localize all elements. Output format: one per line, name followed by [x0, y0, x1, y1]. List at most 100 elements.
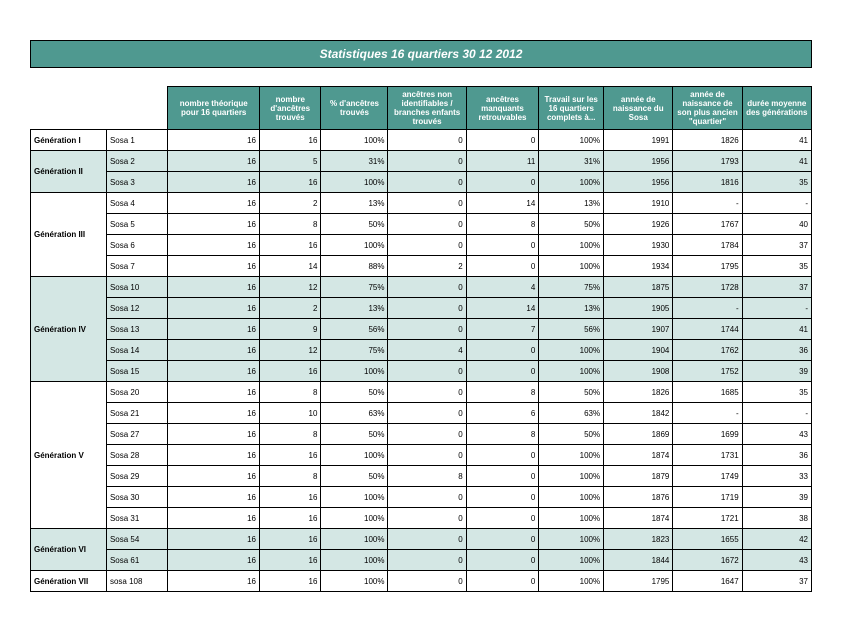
table-row: Génération VIIsosa 1081616100%00100%1795… — [31, 571, 812, 592]
data-cell: 0 — [388, 445, 466, 466]
data-cell: 100% — [539, 529, 604, 550]
data-cell: 0 — [466, 361, 539, 382]
sosa-label: Sosa 21 — [106, 403, 167, 424]
sosa-label: Sosa 20 — [106, 382, 167, 403]
data-cell: 1731 — [673, 445, 742, 466]
data-cell: 50% — [321, 214, 388, 235]
header-row: nombre théorique pour 16 quartiers nombr… — [31, 87, 812, 130]
data-cell: 1793 — [673, 151, 742, 172]
data-cell: 14 — [466, 298, 539, 319]
data-cell: 41 — [742, 151, 811, 172]
data-cell: 31% — [539, 151, 604, 172]
data-cell: 16 — [168, 382, 260, 403]
sosa-label: Sosa 31 — [106, 508, 167, 529]
generation-label: Génération VII — [31, 571, 107, 592]
data-cell: 35 — [742, 172, 811, 193]
data-cell: 16 — [168, 193, 260, 214]
data-cell: 0 — [388, 550, 466, 571]
data-cell: 0 — [388, 235, 466, 256]
generation-label: Génération II — [31, 151, 107, 193]
data-cell: 14 — [260, 256, 321, 277]
col-header: ancêtres manquants retrouvables — [466, 87, 539, 130]
data-cell: 41 — [742, 130, 811, 151]
data-cell: 1934 — [604, 256, 673, 277]
data-cell: 1826 — [673, 130, 742, 151]
data-cell: 100% — [321, 487, 388, 508]
data-cell: 0 — [388, 277, 466, 298]
data-cell: 16 — [168, 151, 260, 172]
generation-label: Génération V — [31, 382, 107, 529]
data-cell: 31% — [321, 151, 388, 172]
data-cell: 1721 — [673, 508, 742, 529]
data-cell: 0 — [466, 256, 539, 277]
data-cell: 100% — [539, 172, 604, 193]
generation-label: Génération VI — [31, 529, 107, 571]
data-cell: 40 — [742, 214, 811, 235]
data-cell: 1672 — [673, 550, 742, 571]
col-header: nombre d'ancêtres trouvés — [260, 87, 321, 130]
data-cell: - — [673, 298, 742, 319]
data-cell: 63% — [539, 403, 604, 424]
data-cell: 1744 — [673, 319, 742, 340]
sosa-label: Sosa 27 — [106, 424, 167, 445]
data-cell: 16 — [168, 529, 260, 550]
data-cell: 50% — [321, 382, 388, 403]
data-cell: - — [742, 298, 811, 319]
data-cell: 16 — [168, 571, 260, 592]
sosa-label: Sosa 14 — [106, 340, 167, 361]
data-cell: 1876 — [604, 487, 673, 508]
data-cell: 0 — [466, 445, 539, 466]
data-cell: 16 — [168, 235, 260, 256]
data-cell: 0 — [388, 130, 466, 151]
table-row: Sosa 1216213%01413%1905-- — [31, 298, 812, 319]
table-row: Sosa 2716850%0850%1869169943 — [31, 424, 812, 445]
sosa-label: Sosa 54 — [106, 529, 167, 550]
data-cell: 8 — [260, 382, 321, 403]
data-cell: 10 — [260, 403, 321, 424]
sosa-label: Sosa 13 — [106, 319, 167, 340]
table-row: Génération VSosa 2016850%0850%1826168535 — [31, 382, 812, 403]
data-cell: 42 — [742, 529, 811, 550]
table-row: Sosa 31616100%00100%1956181635 — [31, 172, 812, 193]
data-cell: 16 — [260, 487, 321, 508]
data-cell: 16 — [168, 214, 260, 235]
sosa-label: Sosa 29 — [106, 466, 167, 487]
data-cell: 14 — [466, 193, 539, 214]
data-cell: 100% — [539, 571, 604, 592]
data-cell: 0 — [466, 130, 539, 151]
data-cell: 1767 — [673, 214, 742, 235]
data-cell: 9 — [260, 319, 321, 340]
data-cell: 1762 — [673, 340, 742, 361]
generation-label: Génération I — [31, 130, 107, 151]
data-cell: 1875 — [604, 277, 673, 298]
data-cell: 50% — [539, 424, 604, 445]
data-cell: 13% — [539, 298, 604, 319]
data-cell: 16 — [168, 130, 260, 151]
data-cell: 1647 — [673, 571, 742, 592]
table-row: Génération IVSosa 10161275%0475%18751728… — [31, 277, 812, 298]
sosa-label: Sosa 30 — [106, 487, 167, 508]
data-cell: 1826 — [604, 382, 673, 403]
table-row: Sosa 1316956%0756%1907174441 — [31, 319, 812, 340]
data-cell: 75% — [321, 340, 388, 361]
data-cell: 16 — [260, 172, 321, 193]
table-row: Sosa 14161275%40100%1904176236 — [31, 340, 812, 361]
data-cell: 16 — [260, 508, 321, 529]
sosa-label: Sosa 3 — [106, 172, 167, 193]
data-cell: 1907 — [604, 319, 673, 340]
table-row: Sosa 611616100%00100%1844167243 — [31, 550, 812, 571]
data-cell: 13% — [321, 193, 388, 214]
data-cell: 37 — [742, 235, 811, 256]
data-cell: 2 — [260, 193, 321, 214]
data-cell: 1904 — [604, 340, 673, 361]
data-cell: 36 — [742, 445, 811, 466]
table-row: Sosa 311616100%00100%1874172138 — [31, 508, 812, 529]
data-cell: 100% — [321, 571, 388, 592]
data-cell: 100% — [539, 235, 604, 256]
data-cell: 35 — [742, 256, 811, 277]
data-cell: 1905 — [604, 298, 673, 319]
data-cell: 2 — [388, 256, 466, 277]
data-cell: 0 — [466, 235, 539, 256]
table-row: Sosa 2916850%80100%1879174933 — [31, 466, 812, 487]
data-cell: 1874 — [604, 508, 673, 529]
